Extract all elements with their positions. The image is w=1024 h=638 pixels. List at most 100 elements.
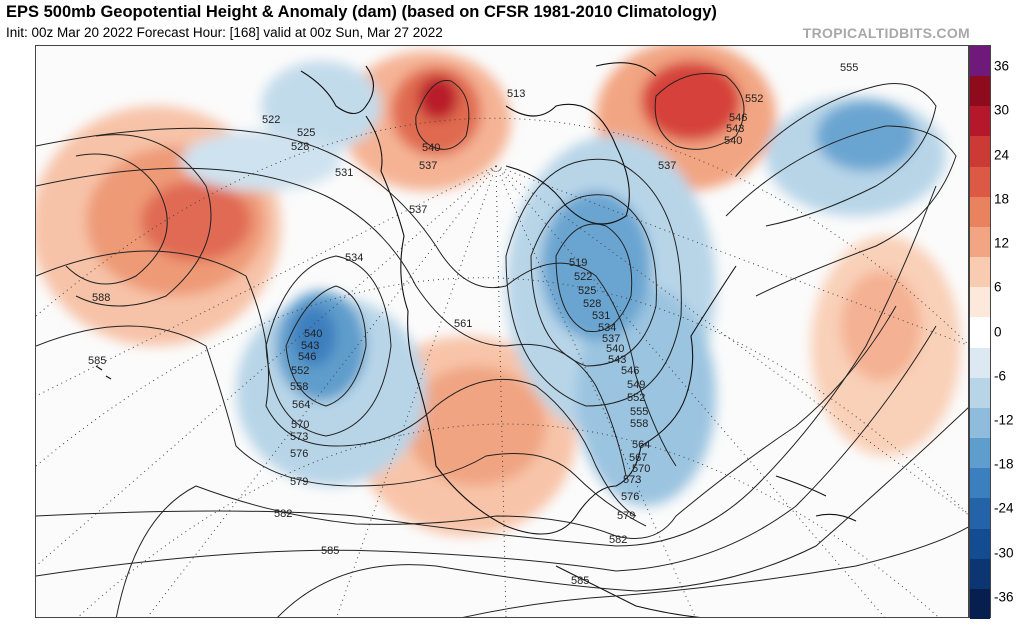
contour-label: 540 [724, 135, 742, 147]
colorbar-segment [970, 257, 990, 288]
colorbar-tick-label: -36 [994, 589, 1014, 605]
longitude-line [146, 165, 497, 617]
contour-label: 537 [658, 160, 676, 172]
contour-label: 564 [632, 439, 650, 451]
colorbar-tick-label: 36 [994, 58, 1010, 74]
positive-anomaly-greenland-core [641, 61, 741, 141]
contour-label: 546 [298, 351, 316, 363]
longitude-line [36, 165, 497, 397]
contour-label: 582 [274, 508, 292, 520]
height-contour-high [415, 79, 470, 150]
contour-label: 558 [290, 381, 308, 393]
contour-label: 546 [729, 112, 747, 124]
contour-label: 579 [290, 476, 308, 488]
latlon-grid [36, 117, 968, 617]
contour-label: 540 [606, 343, 624, 355]
alaska-coast [300, 65, 375, 115]
colorbar-segment [970, 528, 990, 560]
map-canvas: 522 525 528 531 537 540 513 552 546 543 … [36, 46, 968, 617]
contour-label: 522 [574, 271, 592, 283]
colorbar-segment [970, 136, 990, 168]
height-contour [36, 167, 627, 477]
contour-label: 585 [321, 545, 339, 557]
contour-label: 570 [632, 463, 650, 475]
height-contour [36, 185, 937, 547]
colorbar-segment [970, 106, 990, 137]
positive-anomaly-southwest-core [406, 366, 546, 486]
colorbar-tick-label: -12 [994, 412, 1014, 428]
positive-anomaly-atlantic-core [841, 271, 921, 381]
anomaly-map[interactable]: 522 525 528 531 537 540 513 552 546 543 … [35, 45, 969, 618]
contour-label: 525 [578, 285, 596, 297]
colorbar-segment [970, 226, 990, 258]
negative-anomaly-east-south [576, 286, 716, 506]
contour-label: 528 [291, 141, 309, 153]
colorbar-tick-label: 0 [994, 324, 1002, 339]
height-contour [462, 526, 968, 617]
contour-label: 561 [454, 318, 472, 330]
contour-label: 576 [621, 491, 639, 503]
arctic-coast [595, 62, 657, 77]
contour-label: 570 [291, 419, 309, 431]
hudson-coast [505, 103, 630, 225]
contour-label: 555 [840, 62, 858, 74]
colorbar-segment [970, 166, 990, 198]
pacific-coast [365, 115, 507, 527]
colorbar-segment [970, 407, 990, 439]
height-contour [65, 153, 168, 285]
contour-label: 519 [569, 257, 587, 269]
contour-labels: 522 525 528 531 537 540 513 552 546 543 … [88, 62, 858, 587]
contour-label: 537 [409, 204, 427, 216]
contour-label: 558 [630, 418, 648, 430]
height-contours [36, 73, 968, 617]
colorbar-segment [970, 76, 990, 107]
height-contour-low [505, 158, 682, 407]
colorbar-segment [970, 438, 990, 469]
contour-label: 525 [297, 127, 315, 139]
negative-anomaly-east-core [541, 191, 651, 341]
contour-label: 528 [583, 298, 601, 310]
contour-label: 576 [290, 448, 308, 460]
colorbar-tick-label: 18 [994, 191, 1010, 207]
contour-label: 534 [598, 322, 616, 334]
negative-anomaly-westcoast-center [292, 306, 336, 366]
contour-label: 543 [301, 340, 319, 352]
height-contour-low [530, 194, 657, 367]
contour-label: 540 [304, 328, 322, 340]
negative-anomaly-bering-band [181, 131, 341, 191]
height-contour [36, 127, 677, 467]
colorbar-tick-label: -18 [994, 456, 1014, 472]
hawaii-coast [95, 365, 112, 380]
map-title: EPS 500mb Geopotential Height & Anomaly … [6, 3, 717, 21]
anomaly-shading [36, 46, 961, 536]
contour-label: 543 [608, 354, 626, 366]
brand-watermark[interactable]: TROPICALTIDBITS.COM [802, 25, 970, 41]
height-contour [36, 250, 637, 517]
height-contour-low [555, 223, 633, 333]
height-contour-high [654, 73, 745, 150]
contour-label: 522 [262, 114, 280, 126]
contour-label: 588 [92, 292, 110, 304]
height-contour [75, 134, 212, 307]
colorbar-segment [970, 468, 990, 499]
height-contour [36, 325, 647, 527]
colorbar-tick-label: 12 [994, 235, 1010, 251]
anomaly-colorbar [969, 45, 991, 620]
contour-label: 546 [621, 365, 639, 377]
contour-label: 573 [623, 474, 641, 486]
contour-label: 585 [571, 575, 589, 587]
height-contour [277, 407, 968, 617]
height-contour [735, 83, 937, 227]
colorbar-segment [970, 46, 990, 77]
height-contour-low [285, 285, 367, 407]
contour-label: 531 [335, 167, 353, 179]
colorbar-tick-label: -24 [994, 500, 1014, 516]
colorbar-tick-label: -6 [994, 368, 1007, 384]
caribbean-coast [775, 475, 857, 522]
colorbar-segment [970, 347, 990, 379]
colorbar-tick-label: -30 [994, 545, 1014, 561]
contour-label: 537 [419, 160, 437, 172]
latitude-line [36, 117, 968, 345]
contour-label: 579 [617, 510, 635, 522]
contour-label: 582 [609, 534, 627, 546]
